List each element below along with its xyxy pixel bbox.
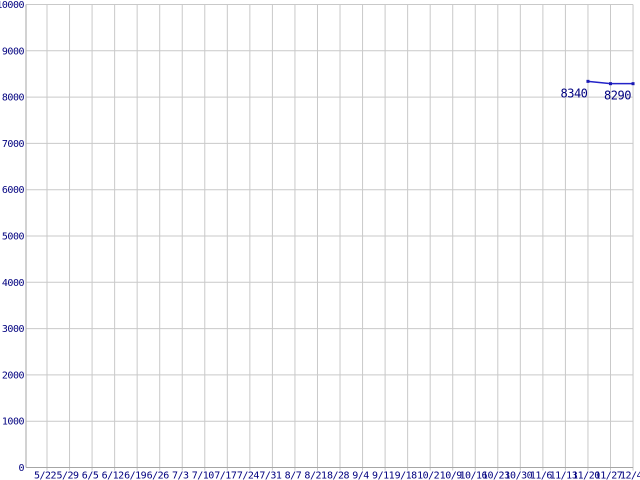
- y-axis-tick-label: 6000: [2, 185, 25, 196]
- x-axis-tick-label: 9/18: [395, 471, 418, 480]
- y-axis-tick-label: 9000: [2, 46, 25, 57]
- x-axis-tick-label: 6/5: [82, 471, 99, 480]
- x-axis-tick-label: 11/27: [595, 471, 623, 480]
- x-axis-tick-label: 6/12: [102, 471, 125, 480]
- x-axis-tick-label: 11/20: [572, 471, 600, 480]
- x-axis-tick-label: 8/28: [327, 471, 350, 480]
- x-axis-tick-label: 11/13: [550, 471, 578, 480]
- x-axis-tick-label: 10/23: [482, 471, 510, 480]
- y-axis-tick-label: 4000: [2, 278, 25, 289]
- y-axis-tick-label: 7000: [2, 139, 25, 150]
- x-axis-tick-label: 7/24: [237, 471, 260, 480]
- x-axis-tick-label: 10/9: [440, 471, 463, 480]
- y-axis-tick-label: 8000: [2, 93, 25, 104]
- y-axis-tick-label: 0: [18, 463, 24, 474]
- y-axis-tick-label: 5000: [2, 232, 25, 243]
- y-axis-tick-label: 1000: [2, 417, 25, 428]
- x-axis-tick-label: 7/31: [259, 471, 282, 480]
- x-axis-tick-label: 6/19: [124, 471, 147, 480]
- x-axis-tick-label: 12/4: [620, 471, 640, 480]
- data-point-value-label: 8290: [604, 89, 631, 103]
- x-axis-tick-label: 7/3: [172, 471, 189, 480]
- x-axis-tick-label: 10/16: [459, 471, 487, 480]
- y-axis-tick-label: 10000: [0, 0, 24, 11]
- y-axis-tick-label: 2000: [2, 370, 25, 381]
- x-axis-tick-label: 10/2: [417, 471, 440, 480]
- y-axis-tick-label: 3000: [2, 324, 25, 335]
- x-axis-tick-label: 7/10: [192, 471, 215, 480]
- data-point-marker: [586, 79, 590, 83]
- x-axis-tick-label: 5/22: [34, 471, 57, 480]
- x-axis-tick-label: 7/17: [214, 471, 237, 480]
- data-point-marker: [631, 82, 635, 86]
- data-point-marker: [609, 82, 612, 86]
- x-axis-tick-label: 10/30: [505, 471, 533, 480]
- x-axis-tick-label: 11/6: [530, 471, 553, 480]
- x-axis-tick-label: 6/26: [147, 471, 170, 480]
- data-point-value-label: 8340: [561, 86, 588, 100]
- x-axis-tick-label: 5/29: [56, 471, 79, 480]
- x-axis-tick-label: 8/21: [304, 471, 327, 480]
- x-axis-tick-label: 9/11: [372, 471, 395, 480]
- x-axis-tick-label: 9/4: [352, 471, 369, 480]
- x-axis-tick-label: 8/7: [285, 471, 302, 480]
